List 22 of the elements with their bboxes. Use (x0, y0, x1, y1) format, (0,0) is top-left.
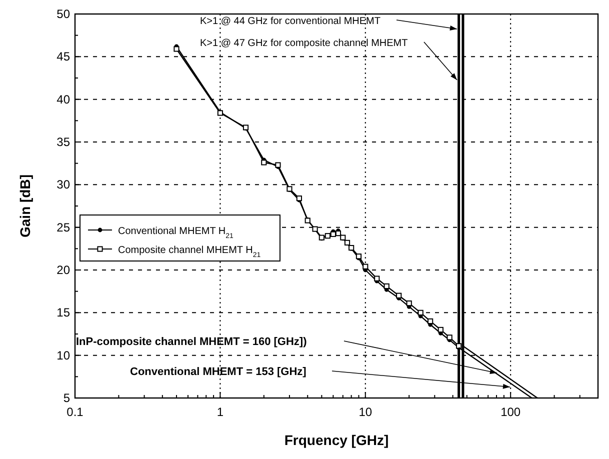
y-tick-label: 5 (63, 391, 70, 405)
x-tick-label: 0.1 (66, 405, 84, 419)
legend-label: Composite channel MHEMT H$_{21}$ (118, 245, 261, 258)
y-tick-label: 20 (56, 263, 70, 277)
y-tick-label: 40 (56, 92, 70, 106)
y-axis-title: Gain [dB] (17, 174, 33, 238)
y-tick-label: 15 (56, 306, 70, 320)
annotation: K>1 @ 44 GHz for conventional MHEMT (200, 16, 380, 27)
y-tick-label: 10 (56, 348, 70, 362)
annotation: Conventional MHEMT = 153 [GHz] (130, 366, 307, 378)
x-tick-label: 100 (500, 405, 521, 419)
annotation: K>1 @ 47 GHz for composite channel MHEMT (200, 38, 408, 49)
x-axis-title: Frquency [GHz] (284, 432, 389, 448)
annotation: InP-composite channel MHEMT = 160 [GHz]) (76, 336, 308, 348)
x-tick-label: 10 (358, 405, 372, 419)
y-tick-label: 30 (56, 178, 70, 192)
y-tick-label: 35 (56, 135, 70, 149)
legend-label: Conventional MHEMT H$_{21}$ (118, 226, 234, 240)
y-tick-label: 45 (56, 50, 70, 64)
y-tick-label: 25 (56, 220, 70, 234)
y-tick-label: 50 (56, 7, 70, 21)
x-tick-label: 1 (216, 405, 224, 419)
